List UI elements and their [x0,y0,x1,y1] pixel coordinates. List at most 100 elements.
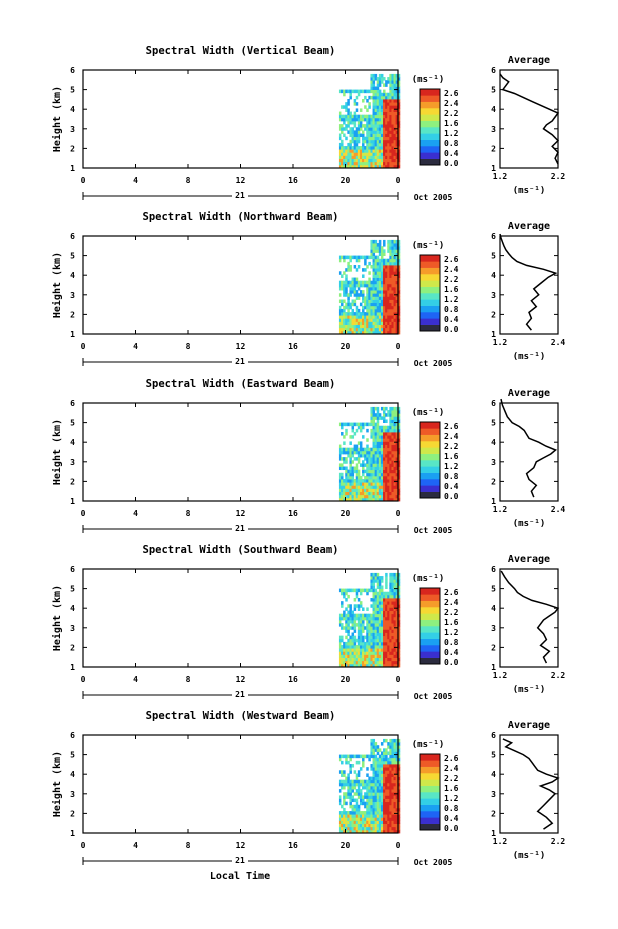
heatmap-cell [338,271,342,275]
heatmap-cell [395,152,399,156]
heatmap-cell [359,823,363,828]
heatmap-cell [397,239,401,244]
heatmap-cell [355,657,359,662]
heatmap-cell [380,249,384,253]
heatmap-cell [338,457,342,461]
heatmap-cell [370,767,373,771]
heatmap-cell [397,751,401,755]
heatmap-cell [374,485,378,489]
heatmap-cell [395,738,399,743]
avg-x-label: (ms⁻¹) [513,685,546,695]
heatmap-cell [362,460,365,464]
heatmap-cell [353,280,357,285]
heatmap-cell [387,792,390,796]
heatmap-cell [391,488,394,492]
colorbar-tick-label: 1.2 [444,295,459,304]
colorbar-swatch [420,120,440,128]
heatmap-cell [395,130,399,134]
heatmap-cell [385,826,388,831]
heatmap-cell [362,829,365,834]
heatmap-cell [370,660,373,665]
heatmap-cell [341,299,344,304]
heatmap-cell [351,651,355,655]
heatmap-cell [389,482,392,486]
heatmap-cell [376,764,380,768]
heatmap-cell [362,422,365,427]
heatmap-cell [357,494,361,499]
heatmap-cell [341,826,344,831]
heatmap-cell [370,435,373,439]
heatmap-cell [343,466,346,471]
heatmap-cell [397,321,401,325]
heatmap-cell [391,416,394,420]
heatmap-cell [341,817,344,821]
heatmap-cell [349,494,352,499]
heatmap-cell [338,127,342,131]
colorbar-frame [419,753,441,831]
heatmap-cell [374,318,378,322]
heatmap-cell [385,817,388,821]
heatmap-cell [362,785,365,790]
heatmap-cell [378,438,382,442]
heatmap-cell [345,616,348,621]
heatmap-cell [338,321,342,325]
heatmap-cell [349,435,352,439]
heatmap-cell [389,321,392,325]
heatmap-cell [393,472,397,477]
heatmap-cell [349,660,352,665]
heatmap-cell [389,117,392,122]
heatmap-cell [383,249,386,253]
x-tick-label: 0 [396,675,401,684]
heatmap-cell [378,318,382,322]
heatmap-cell [376,277,380,282]
heatmap-cell [372,243,376,247]
heatmap-cell [368,798,371,803]
heatmap-cell [380,764,384,768]
heatmap-cell [383,296,386,300]
x-axis-title: Local Time [210,870,270,882]
heatmap-cell [397,820,401,824]
heatmap-cell [383,738,386,743]
colorbar-swatch [420,485,440,492]
heatmap-cell [372,86,376,90]
heatmap-cell [393,760,397,765]
heatmap-cell [351,435,355,439]
heatmap-cell [341,660,344,665]
heatmap-cell [357,146,361,150]
heatmap-cell [383,152,386,156]
heatmap-cell [383,645,386,649]
heatmap-cell [389,811,392,815]
heatmap-cell [357,635,361,640]
heatmap-cell [347,782,350,787]
x-axis-title-area: Local Time [210,870,270,882]
heatmap-cell [387,146,390,150]
y-axis-label: Height (km) [51,252,63,318]
heatmap-cell [387,321,390,325]
heatmap-cell [372,811,376,815]
heatmap-cell [341,425,344,430]
heatmap-cell [389,164,392,169]
heatmap-cell [389,413,392,417]
heatmap-cell [387,139,390,144]
avg-x-tick-label: 2.4 [551,338,566,347]
heatmap-cell [359,428,363,433]
heatmap-cell [385,475,388,480]
heatmap-cell [374,748,378,752]
heatmap-cell [357,817,361,821]
heatmap-cell [395,149,399,153]
heatmap-cell [391,751,394,755]
heatmap-cell [351,807,355,812]
heatmap-cell [395,164,399,169]
heatmap-cell [385,265,388,269]
heatmap-cell [366,472,369,477]
heatmap-cell [387,598,390,602]
heatmap-cell [385,738,388,743]
heatmap-cell [368,660,371,665]
heatmap-cell [338,485,342,489]
colorbar-swatch [420,318,440,325]
heatmap-cell [383,785,386,790]
heatmap-cell [391,585,394,589]
heatmap-cell [343,299,346,304]
heatmap-cell [395,435,399,439]
heatmap-cell [372,149,376,153]
